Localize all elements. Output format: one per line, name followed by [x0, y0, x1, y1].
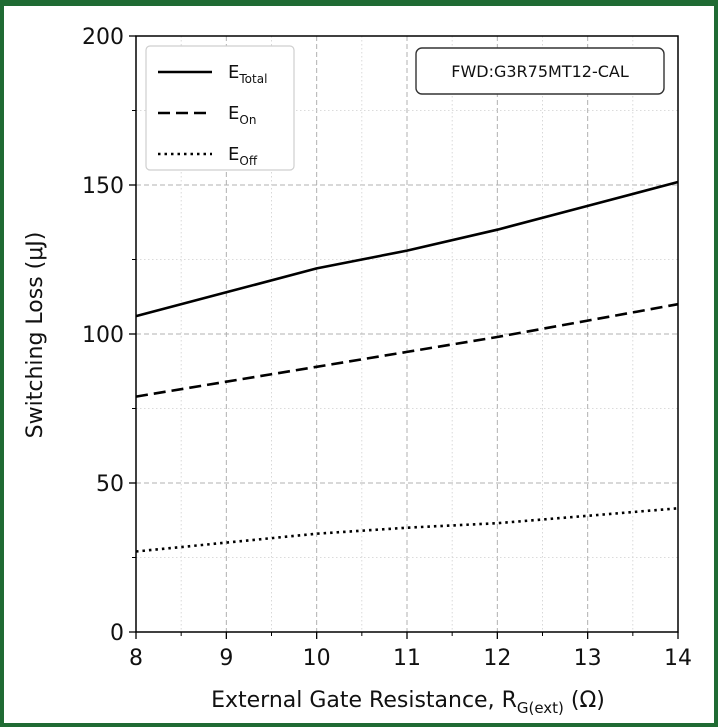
y-tick-label: 100	[82, 323, 124, 348]
annotation-frame	[415, 47, 665, 95]
y-axis-label: Switching Loss (μJ)	[23, 232, 48, 439]
x-tick-label: 9	[219, 646, 233, 671]
x-axis-label-unit: (Ω)	[564, 688, 605, 713]
x-axis-label-main: External Gate Resistance, R	[211, 688, 517, 713]
x-tick-label: 14	[664, 646, 692, 671]
y-tick-label: 150	[82, 174, 124, 199]
x-tick-label: 12	[483, 646, 511, 671]
annotation-label: FWD:G3R75MT12-CAL	[451, 62, 629, 81]
annotation-box: FWD:G3R75MT12-CAL	[415, 47, 665, 95]
x-tick-label: 11	[393, 646, 421, 671]
x-axis-label: External Gate Resistance, RG(ext) (Ω)	[211, 688, 605, 717]
legend-label-off: EOff	[228, 144, 258, 168]
series-line-total	[135, 180, 679, 318]
series-lines	[135, 180, 679, 553]
axis-ticks: 8 9 10 11 12 13 14 0 50 100 150 200	[82, 25, 692, 671]
x-tick-label: 8	[129, 646, 143, 671]
legend-label-total: ETotal	[228, 62, 267, 86]
x-axis-label-sub: G(ext)	[517, 699, 564, 717]
y-tick-label: 50	[96, 472, 124, 497]
y-tick-label: 0	[110, 621, 124, 646]
legend: ETotal EOn EOff	[145, 45, 295, 171]
legend-box	[145, 45, 295, 171]
legend-label-on: EOn	[228, 103, 256, 127]
y-tick-label: 200	[82, 25, 124, 50]
series-line-on	[135, 302, 679, 398]
series-line-off	[135, 507, 679, 553]
x-tick-label: 13	[574, 646, 602, 671]
x-tick-label: 10	[303, 646, 331, 671]
